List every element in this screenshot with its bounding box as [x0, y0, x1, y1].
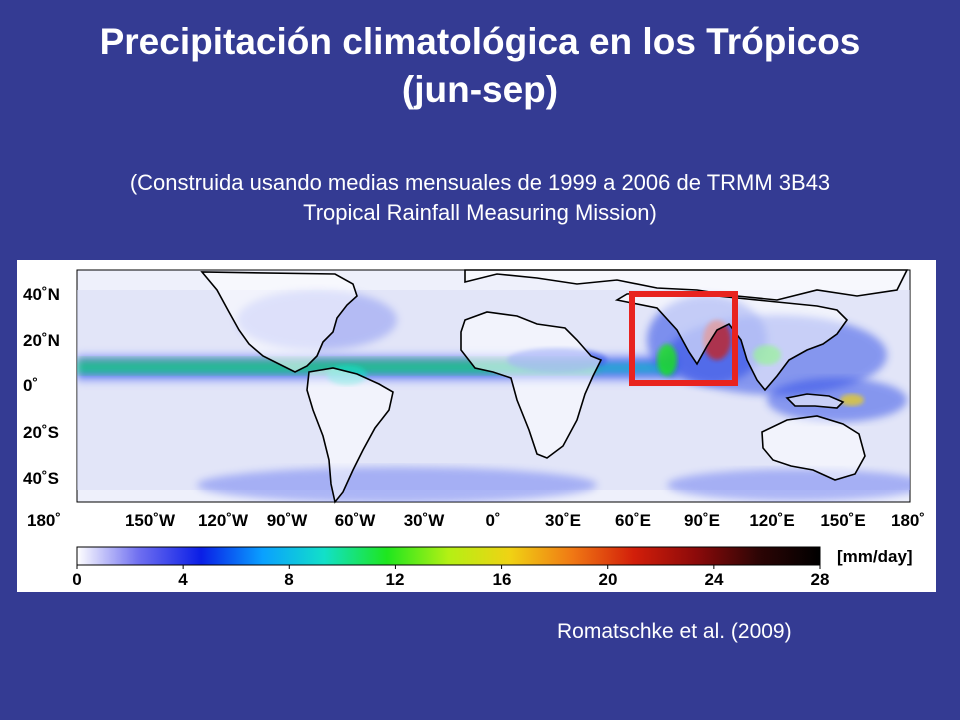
australia-outline [761, 415, 866, 481]
colorbar-tick-label: 16 [493, 570, 512, 589]
slide-subtitle-line1: (Construida usando medias mensuales de 1… [129, 170, 831, 195]
colorbar-tick-label: 12 [386, 570, 405, 589]
colorbar-tick-label: 20 [599, 570, 618, 589]
source-credit: Romatschke et al. (2009) [557, 620, 792, 643]
lon-label: 180˚ [891, 511, 925, 530]
lon-label: 0˚ [485, 511, 500, 530]
south-asia-outline [614, 291, 849, 392]
africa-outline [460, 311, 603, 459]
colorbar-units-label: [mm/day] [837, 547, 913, 566]
slide-title-line2: (jun-sep) [401, 69, 559, 110]
lon-label: 60˚W [335, 511, 377, 530]
lon-label: 180˚ [27, 511, 61, 530]
map-plot-area [76, 269, 911, 504]
lon-label: 60˚E [615, 511, 651, 530]
slide-title: Precipitación climatológica en los Trópi… [0, 18, 960, 114]
colorbar-tick-label: 24 [705, 570, 724, 589]
lon-label: 120˚E [749, 511, 794, 530]
colorbar: 0 4 8 12 16 20 24 28 [mm/day] [72, 546, 913, 589]
longitude-labels: 180˚ 150˚W 120˚W 90˚W 60˚W 30˚W 0˚ 30˚E … [27, 511, 925, 530]
slide-subtitle-line2: Tropical Rainfall Measuring Mission) [303, 200, 657, 225]
colorbar-ticks: 0 4 8 12 16 20 24 28 [72, 565, 829, 589]
maritime-continent-outline [785, 393, 845, 409]
north-america-outline [200, 271, 358, 373]
lon-label: 30˚E [545, 511, 581, 530]
lon-label: 150˚W [125, 511, 176, 530]
colorbar-gradient [76, 546, 821, 566]
latitude-labels: 40˚N 20˚N 0˚ 20˚S 40˚S [23, 285, 60, 488]
lat-label: 20˚S [23, 423, 59, 442]
lat-label: 40˚S [23, 469, 59, 488]
lon-label: 30˚W [404, 511, 446, 530]
lon-label: 150˚E [820, 511, 865, 530]
slide-subtitle: (Construida usando medias mensuales de 1… [0, 168, 960, 228]
lat-label: 40˚N [23, 285, 60, 304]
lon-label: 90˚W [267, 511, 309, 530]
colorbar-tick-label: 4 [178, 570, 188, 589]
colorbar-tick-label: 28 [811, 570, 830, 589]
lon-label: 120˚W [198, 511, 249, 530]
lon-label: 90˚E [684, 511, 720, 530]
colorbar-tick-label: 8 [284, 570, 293, 589]
colorbar-tick-label: 0 [72, 570, 81, 589]
precipitation-map-svg: 40˚N 20˚N 0˚ 20˚S 40˚S 180˚ 150˚W 120˚W … [23, 269, 925, 589]
continent-outlines [200, 269, 909, 504]
south-america-outline [306, 367, 394, 504]
lat-label: 20˚N [23, 331, 60, 350]
slide-title-line1: Precipitación climatológica en los Trópi… [99, 21, 861, 62]
monsoon-region-highlight-box [629, 291, 738, 386]
precipitation-map-figure: 40˚N 20˚N 0˚ 20˚S 40˚S 180˚ 150˚W 120˚W … [17, 260, 936, 592]
lat-label: 0˚ [23, 376, 38, 395]
